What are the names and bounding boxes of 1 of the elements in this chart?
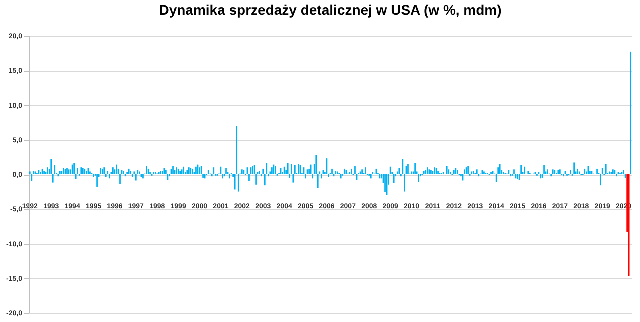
chart-title: Dynamika sprzedaży detalicznej w USA (w %, mdm) [159,2,502,18]
